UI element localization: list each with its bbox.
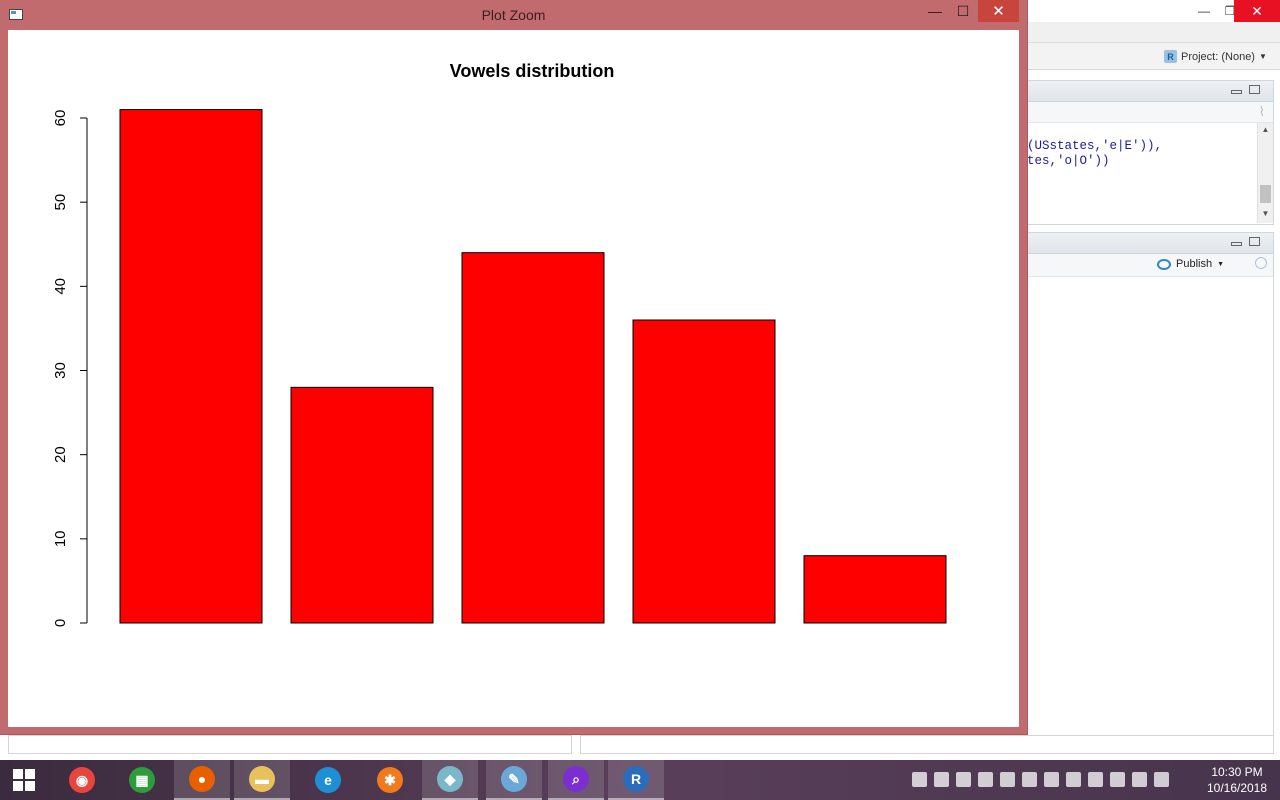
project-label: Project: (None): [1181, 50, 1255, 63]
r-icon: R: [623, 766, 649, 792]
rstudio-menubar: [1026, 22, 1280, 43]
search-app-icon: ⌕: [563, 766, 589, 792]
project-menu[interactable]: R Project: (None) ▼: [1164, 50, 1267, 63]
publish-icon: [1157, 258, 1171, 270]
pane-minimize-icon[interactable]: [1231, 90, 1242, 94]
tray-icon[interactable]: [956, 772, 971, 787]
taskbar-app-chrome[interactable]: ◉: [54, 760, 110, 800]
plot-zoom-titlebar[interactable]: Plot Zoom — ☐ ✕: [0, 0, 1027, 30]
system-tray: [912, 772, 1169, 787]
source-pane: ⌇ (USstates,'e|E')), tes,'o|O')) ▲ ▼: [1026, 80, 1274, 225]
bar: [119, 109, 263, 624]
scroll-up-icon[interactable]: ▲: [1261, 125, 1270, 134]
source-scrollbar[interactable]: ▲ ▼: [1257, 123, 1273, 223]
close-button[interactable]: ✕: [978, 0, 1019, 22]
pane-maximize-icon[interactable]: [1249, 85, 1260, 94]
taskbar: ◉ ▦ ● ▬ e ✱ ◆ ✎ ⌕ R 10:30 PM 10/16/2018: [0, 760, 1280, 800]
tray-icon[interactable]: [1066, 772, 1081, 787]
plot-area: Vowels distribution 0 10 20 30 40 50 60: [8, 30, 1019, 727]
bar: [290, 386, 434, 624]
clock[interactable]: 10:30 PM 10/16/2018: [1200, 764, 1274, 796]
console-strip-right: [580, 735, 1274, 754]
broom-icon[interactable]: ⌇: [1258, 104, 1265, 119]
taskbar-app-app-orange[interactable]: ✱: [362, 760, 418, 800]
code-line[interactable]: tes,'o|O')): [1027, 154, 1110, 168]
y-tick-label: 20: [52, 446, 69, 463]
taskbar-app-file-explorer[interactable]: ▬: [234, 760, 290, 800]
rstudio-close-button[interactable]: ✕: [1234, 0, 1280, 22]
taskbar-app-paint[interactable]: ✎: [486, 760, 542, 800]
tray-icon[interactable]: [1110, 772, 1125, 787]
scroll-thumb[interactable]: [1260, 185, 1271, 203]
window-app-icon[interactable]: [9, 9, 23, 20]
rstudio-minimize-button[interactable]: —: [1198, 4, 1210, 18]
scroll-down-icon[interactable]: ▼: [1261, 209, 1270, 218]
network-icon[interactable]: [1132, 772, 1147, 787]
tray-icon[interactable]: [912, 772, 927, 787]
chevron-down-icon: ▼: [1258, 52, 1267, 61]
chevron-down-icon: ▼: [1217, 260, 1225, 268]
y-tick-label: 60: [52, 110, 69, 127]
window-title: Plot Zoom: [481, 7, 546, 23]
minimize-button[interactable]: —: [928, 3, 942, 19]
viewer-pane: Publish ▼: [1026, 232, 1274, 754]
file-explorer-icon: ▬: [249, 766, 275, 792]
viewer-pane-header: [1027, 233, 1273, 254]
publish-button[interactable]: Publish ▼: [1157, 258, 1224, 270]
y-tick-label: 50: [52, 194, 69, 211]
bars-group: [119, 109, 947, 624]
y-tick-label: 30: [52, 362, 69, 379]
paint-icon: ✎: [501, 766, 527, 792]
app-notes-icon: ◆: [437, 766, 463, 792]
chart-title: Vowels distribution: [450, 61, 615, 81]
app-orange-icon: ✱: [377, 767, 403, 793]
tray-icon[interactable]: [1000, 772, 1015, 787]
chrome-icon: ◉: [69, 767, 95, 793]
volume-icon[interactable]: [1154, 772, 1169, 787]
clock-date: 10/16/2018: [1206, 781, 1268, 795]
pane-minimize-icon[interactable]: [1231, 242, 1242, 246]
bar: [461, 252, 605, 624]
store-icon: ▦: [129, 767, 155, 793]
windows-icon: [13, 769, 35, 791]
console-strip: [8, 735, 572, 754]
bar-chart: Vowels distribution 0 10 20 30 40 50 60: [52, 61, 947, 627]
taskbar-app-firefox[interactable]: ●: [174, 760, 230, 800]
y-tick-label: 40: [52, 278, 69, 295]
source-pane-toolbar: ⌇: [1027, 102, 1273, 123]
refresh-icon[interactable]: [1255, 257, 1267, 269]
publish-label: Publish: [1176, 258, 1213, 270]
plot-zoom-window: Plot Zoom — ☐ ✕ Vowels distribution 0 10 2…: [0, 0, 1027, 734]
tray-icon[interactable]: [1022, 772, 1037, 787]
code-line[interactable]: (USstates,'e|E')),: [1027, 139, 1163, 153]
taskbar-app-app-notes[interactable]: ◆: [422, 760, 478, 800]
taskbar-app-internet-explorer[interactable]: e: [300, 760, 356, 800]
start-button[interactable]: [0, 760, 48, 800]
tray-icon[interactable]: [1044, 772, 1059, 787]
r-project-icon: R: [1164, 50, 1177, 63]
rstudio-restore-button[interactable]: ❐: [1224, 4, 1236, 18]
maximize-button[interactable]: ☐: [956, 2, 970, 19]
bluetooth-icon[interactable]: [1088, 772, 1103, 787]
tray-icon[interactable]: [934, 772, 949, 787]
tray-icon[interactable]: [978, 772, 993, 787]
pane-maximize-icon[interactable]: [1249, 237, 1260, 246]
y-tick-label: 10: [52, 530, 69, 547]
bar: [632, 319, 776, 624]
y-axis: 0 10 20 30 40 50 60: [52, 110, 88, 627]
y-tick-label: 0: [52, 619, 69, 627]
viewer-toolbar: Publish ▼: [1027, 254, 1273, 277]
internet-explorer-icon: e: [315, 767, 341, 793]
firefox-icon: ●: [189, 766, 215, 792]
rstudio-titlebar: — ❐ ✕: [1026, 0, 1280, 22]
clock-time: 10:30 PM: [1211, 765, 1263, 779]
rstudio-toolbar: [1026, 43, 1280, 70]
taskbar-app-r[interactable]: R: [608, 760, 664, 800]
bar: [803, 555, 947, 624]
taskbar-app-search-app[interactable]: ⌕: [548, 760, 604, 800]
source-pane-header: [1027, 81, 1273, 102]
taskbar-app-store[interactable]: ▦: [114, 760, 170, 800]
